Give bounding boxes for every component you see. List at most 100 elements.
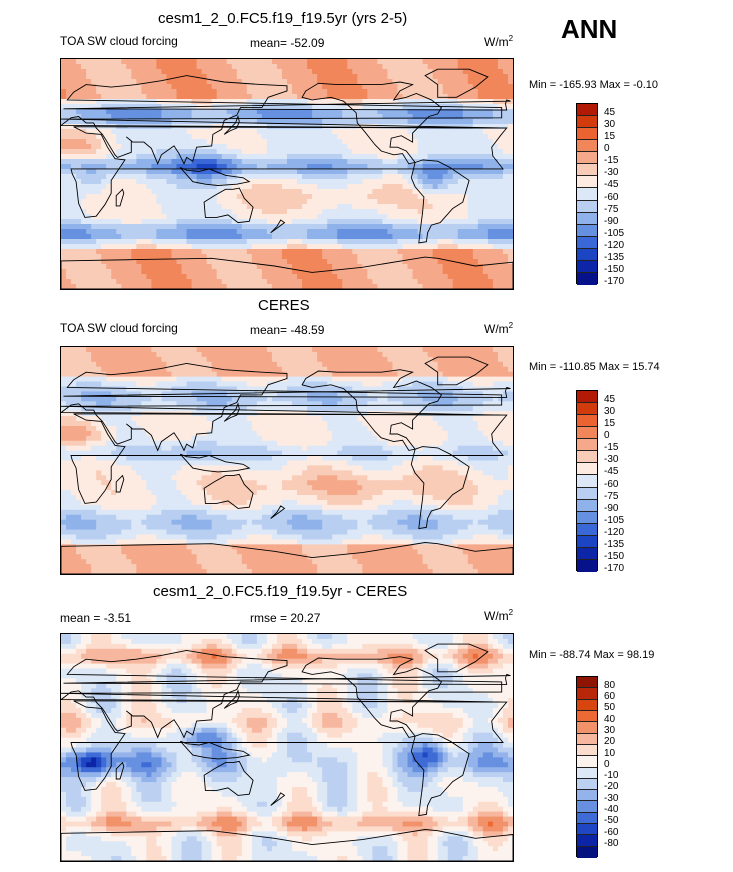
contour-cell bbox=[266, 144, 273, 150]
contour-cell bbox=[482, 229, 489, 235]
contour-cell bbox=[367, 274, 373, 280]
contour-cell bbox=[241, 109, 248, 115]
contour-cell bbox=[71, 239, 77, 245]
contour-cell bbox=[86, 371, 92, 378]
contour-cell bbox=[397, 219, 404, 225]
contour-cell bbox=[196, 169, 203, 175]
contour-cell bbox=[276, 159, 283, 165]
contour-cell bbox=[307, 249, 313, 255]
contour-cell bbox=[171, 184, 178, 190]
contour-cell bbox=[181, 219, 188, 225]
contour-cell bbox=[186, 347, 193, 353]
contour-cell bbox=[482, 179, 489, 185]
contour-cell bbox=[432, 356, 439, 363]
contour-cell bbox=[367, 279, 373, 285]
contour-cell bbox=[61, 244, 67, 250]
contour-cell bbox=[407, 264, 414, 270]
contour-cell bbox=[472, 119, 479, 125]
contour-cell bbox=[231, 366, 238, 373]
contour-cell bbox=[502, 84, 509, 90]
contour-cell bbox=[302, 224, 308, 230]
contour-cell bbox=[206, 169, 213, 175]
contour-cell bbox=[452, 356, 459, 363]
contour-cell bbox=[111, 244, 117, 250]
contour-cell bbox=[412, 351, 419, 358]
contour-cell bbox=[221, 204, 228, 210]
contour-cell bbox=[101, 144, 107, 150]
contour-cell bbox=[166, 376, 173, 383]
contour-cell bbox=[271, 174, 278, 180]
contour-cell bbox=[276, 94, 283, 100]
contour-cell bbox=[427, 184, 434, 190]
contour-cell bbox=[332, 356, 338, 363]
contour-cell bbox=[392, 189, 399, 195]
contour-cell bbox=[457, 284, 464, 289]
contour-cell bbox=[136, 114, 142, 120]
contour-cell bbox=[101, 99, 107, 105]
contour-cell bbox=[246, 234, 253, 240]
contour-cell bbox=[507, 194, 513, 200]
contour-cell bbox=[211, 64, 218, 70]
contour-cell bbox=[141, 351, 147, 358]
contour-cell bbox=[206, 149, 213, 155]
contour-cell bbox=[462, 249, 469, 255]
contour-cell bbox=[337, 234, 343, 240]
contour-cell bbox=[201, 184, 208, 190]
contour-cell bbox=[472, 144, 479, 150]
contour-cell bbox=[131, 189, 137, 195]
contour-cell bbox=[497, 279, 504, 285]
contour-cell bbox=[482, 69, 489, 75]
contour-cell bbox=[76, 94, 82, 100]
contour-cell bbox=[206, 154, 213, 160]
contour-cell bbox=[422, 184, 429, 190]
contour-cell bbox=[317, 224, 323, 230]
contour-cell bbox=[382, 154, 389, 160]
contour-cell bbox=[407, 234, 414, 240]
contour-cell bbox=[191, 144, 198, 150]
contour-cell bbox=[312, 347, 318, 353]
contour-cell bbox=[302, 371, 308, 378]
contour-cell bbox=[121, 134, 127, 140]
contour-cell bbox=[61, 381, 67, 388]
contour-cell bbox=[487, 219, 494, 225]
contour-cell bbox=[146, 264, 152, 270]
contour-cell bbox=[492, 114, 499, 120]
contour-cell bbox=[502, 134, 509, 140]
contour-cell bbox=[287, 366, 293, 373]
contour-cell bbox=[347, 274, 353, 280]
contour-cell bbox=[292, 239, 298, 245]
contour-cell bbox=[236, 234, 243, 240]
contour-cell bbox=[116, 139, 122, 145]
contour-cell bbox=[292, 114, 298, 120]
contour-cell bbox=[191, 59, 198, 65]
contour-cell bbox=[297, 134, 303, 140]
contour-cell bbox=[407, 254, 414, 260]
contour-cell bbox=[281, 154, 288, 160]
contour-cell bbox=[201, 244, 208, 250]
contour-cell bbox=[462, 284, 469, 289]
contour-cell bbox=[402, 144, 409, 150]
contour-cell bbox=[96, 361, 102, 368]
contour-cell bbox=[216, 284, 223, 289]
contour-cell bbox=[352, 371, 358, 378]
contour-cell bbox=[412, 159, 419, 165]
contour-cell bbox=[106, 209, 112, 215]
contour-cell bbox=[161, 356, 168, 363]
contour-cell bbox=[327, 184, 333, 190]
contour-cell bbox=[367, 194, 373, 200]
contour-cell bbox=[422, 361, 429, 368]
contour-cell bbox=[271, 114, 278, 120]
contour-cell bbox=[442, 229, 449, 235]
contour-cell bbox=[332, 114, 338, 120]
contour-cell bbox=[322, 279, 328, 285]
contour-cell bbox=[271, 244, 278, 250]
contour-cell bbox=[96, 174, 102, 180]
contour-cell bbox=[271, 234, 278, 240]
contour-cell bbox=[327, 139, 333, 145]
contour-cell bbox=[357, 219, 363, 225]
contour-cell bbox=[271, 169, 278, 175]
contour-cell bbox=[372, 194, 378, 200]
contour-cell bbox=[251, 129, 258, 135]
colorbar-swatch bbox=[577, 116, 597, 129]
contour-cell bbox=[362, 189, 368, 195]
